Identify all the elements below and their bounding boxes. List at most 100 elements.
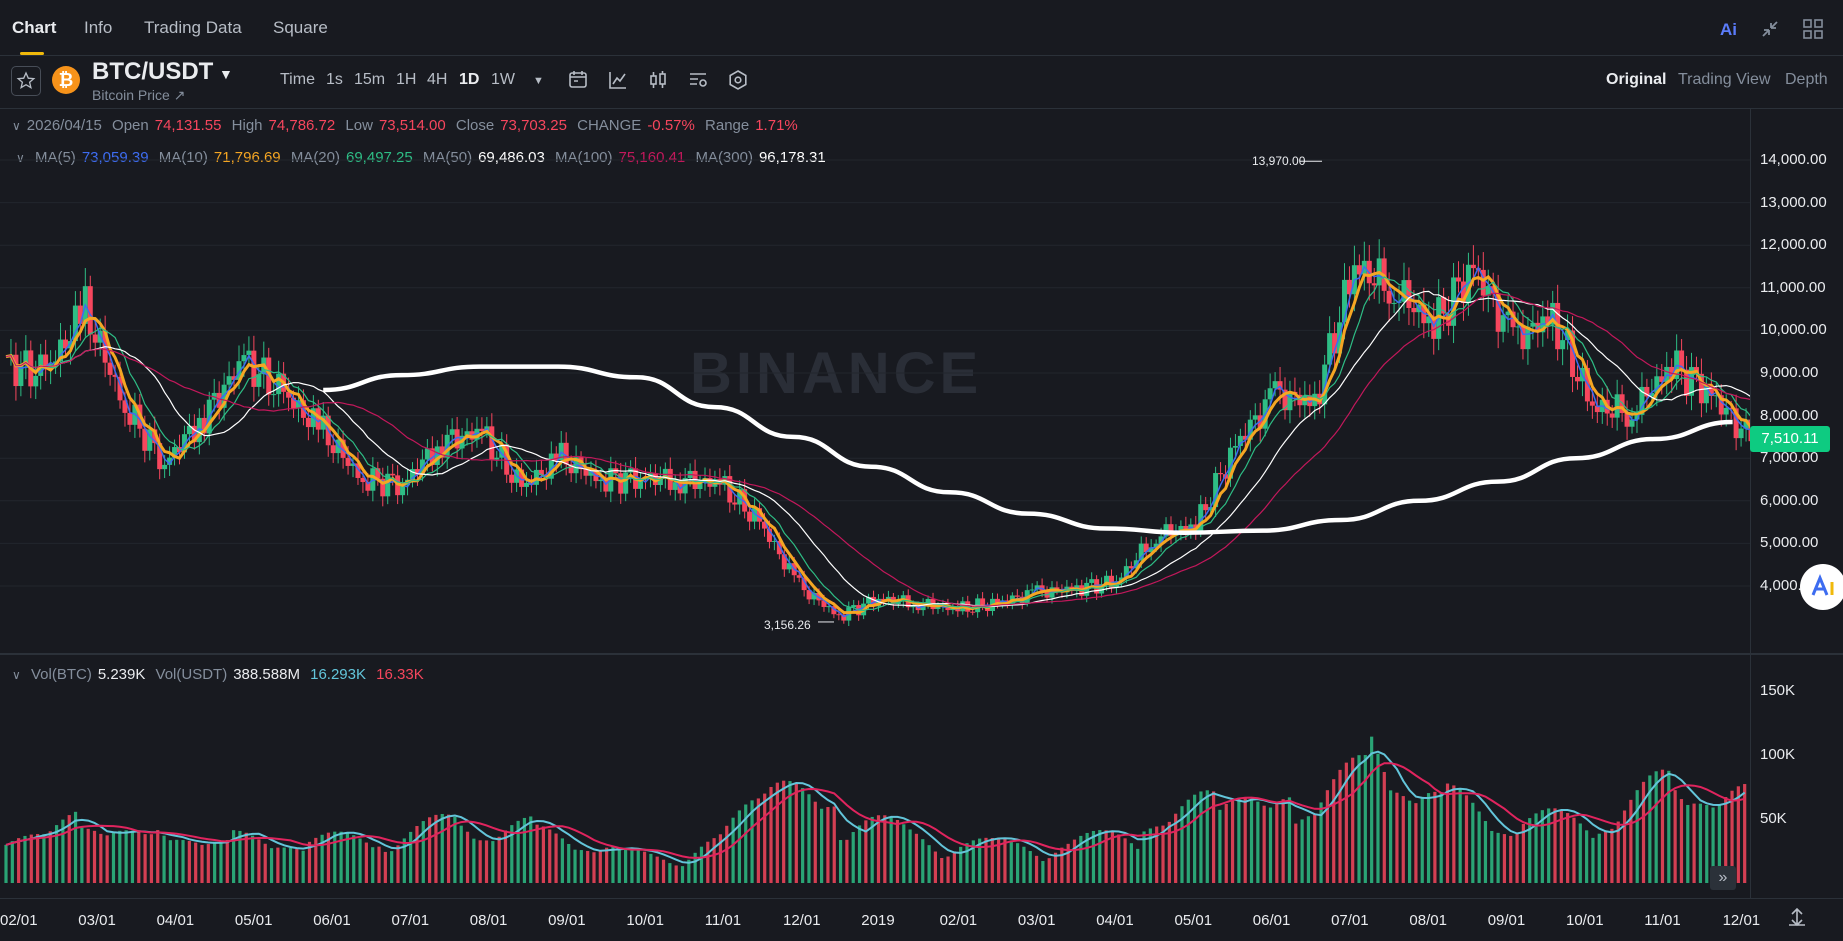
pair-selector[interactable]: BTC/USDT xyxy=(92,58,214,85)
volume-bar xyxy=(314,837,318,883)
volume-bar xyxy=(257,839,261,883)
ma300-value: 96,178.31 xyxy=(758,149,826,166)
volume-bar xyxy=(1616,821,1620,883)
volume-bar xyxy=(1458,789,1462,883)
pane-separator[interactable] xyxy=(0,653,1843,655)
volume-bar xyxy=(111,832,116,883)
volume-bar xyxy=(510,825,514,883)
price-chart[interactable] xyxy=(0,108,1750,653)
candle-body xyxy=(1178,525,1184,533)
time-axis-tick: 03/01 xyxy=(1017,912,1056,929)
volume-bar xyxy=(1319,802,1323,883)
axis-scale-icon[interactable] xyxy=(1786,906,1808,928)
candle-body xyxy=(1684,369,1690,396)
ma-chevron-icon[interactable]: ∨ xyxy=(16,151,25,165)
volume-bar xyxy=(232,830,236,883)
collapse-icon[interactable] xyxy=(1759,18,1781,40)
candle-body xyxy=(1738,428,1744,439)
candle-body xyxy=(127,412,133,425)
interval-1d[interactable]: 1D xyxy=(459,71,480,88)
scroll-to-latest-button[interactable]: » xyxy=(1710,866,1736,890)
volume-bar xyxy=(36,834,40,883)
view-depth[interactable]: Depth xyxy=(1785,71,1828,88)
volume-bar xyxy=(1439,793,1443,883)
time-axis-tick: 08/01 xyxy=(1409,912,1447,929)
candle-body xyxy=(241,355,247,362)
volume-bar xyxy=(168,840,172,883)
view-original[interactable]: Original xyxy=(1606,71,1667,88)
candle-body xyxy=(1733,408,1739,439)
candle-body xyxy=(1277,381,1283,390)
price-axis-tick: 11,000.00 xyxy=(1760,278,1826,296)
candle-body xyxy=(1247,419,1253,440)
interval-time[interactable]: Time xyxy=(280,71,315,88)
candle-body xyxy=(355,463,361,478)
interval-1s[interactable]: 1s xyxy=(326,71,343,88)
volume-bar xyxy=(1395,792,1399,883)
candle-body xyxy=(742,489,748,512)
volume-bar xyxy=(1471,802,1475,883)
bitcoin-price-link[interactable]: Bitcoin Price ↗ xyxy=(92,87,186,103)
ai-assistant-button[interactable] xyxy=(1800,564,1843,610)
volume-bar xyxy=(10,841,14,883)
candle-body xyxy=(92,334,98,343)
interval-4h[interactable]: 4H xyxy=(427,71,448,88)
tab-trading-data[interactable]: Trading Data xyxy=(144,18,242,37)
volume-bar xyxy=(377,846,381,883)
candle-body xyxy=(18,364,24,387)
star-icon xyxy=(16,71,36,89)
vol-usdt-value: 388.588M xyxy=(233,666,300,683)
calendar-icon[interactable] xyxy=(566,68,590,92)
ma5-line xyxy=(5,265,1750,618)
more-intervals-icon[interactable]: ▼ xyxy=(533,75,544,87)
caret-down-icon[interactable]: ▼ xyxy=(219,66,233,82)
volume-bar xyxy=(320,834,324,883)
price-axis-tick: 10,000.00 xyxy=(1760,321,1827,339)
tab-info[interactable]: Info xyxy=(84,18,113,37)
volume-bar xyxy=(838,840,843,883)
candle-body xyxy=(1515,326,1521,328)
collapse-chevron-icon[interactable]: ∨ xyxy=(12,119,21,133)
view-trading-view[interactable]: Trading View xyxy=(1678,71,1771,88)
volume-bar xyxy=(48,831,52,883)
volume-bar xyxy=(175,839,179,883)
volume-bar xyxy=(1180,806,1184,883)
volume-bar xyxy=(1591,837,1595,883)
settings-list-icon[interactable] xyxy=(686,68,710,92)
volume-bar xyxy=(529,816,533,883)
candle-type-icon[interactable] xyxy=(646,68,670,92)
volume-bar xyxy=(1389,790,1393,883)
favorite-button[interactable] xyxy=(11,66,41,96)
candle-body xyxy=(747,511,753,522)
tab-chart[interactable]: Chart xyxy=(12,18,57,37)
candle-body xyxy=(910,605,916,608)
candle-body xyxy=(1406,280,1412,308)
candle-body xyxy=(831,606,837,615)
candle-body xyxy=(1495,293,1501,332)
interval-1w[interactable]: 1W xyxy=(491,71,515,88)
volume-bar xyxy=(339,831,343,883)
ai-button[interactable]: Ai xyxy=(1720,20,1737,39)
volume-bar xyxy=(390,851,394,883)
volume-bar xyxy=(826,807,830,883)
hexagon-settings-icon[interactable] xyxy=(726,68,750,92)
interval-15m[interactable]: 15m xyxy=(354,71,386,88)
candle-body xyxy=(1460,281,1466,304)
grid-icon[interactable] xyxy=(1802,18,1824,40)
volume-row: ∨ Vol(BTC) 5.239K Vol(USDT) 388.588M 16.29… xyxy=(12,666,430,683)
volume-bar xyxy=(307,841,312,883)
volume-bar xyxy=(1275,802,1279,883)
candle-body xyxy=(1198,504,1204,532)
candle-body xyxy=(1510,311,1516,328)
candle-body xyxy=(524,482,530,487)
candle-body xyxy=(67,341,73,349)
tab-square[interactable]: Square xyxy=(273,18,328,37)
interval-1h[interactable]: 1H xyxy=(396,71,417,88)
indicator-icon[interactable] xyxy=(606,68,630,92)
price-axis-tick: 6,000.00 xyxy=(1760,491,1819,509)
candle-body xyxy=(776,540,782,555)
vol-chevron-icon[interactable]: ∨ xyxy=(12,668,21,682)
vol-btc-value: 5.239K xyxy=(97,666,146,683)
candle-body xyxy=(737,489,743,505)
volume-chart[interactable] xyxy=(0,655,1750,895)
